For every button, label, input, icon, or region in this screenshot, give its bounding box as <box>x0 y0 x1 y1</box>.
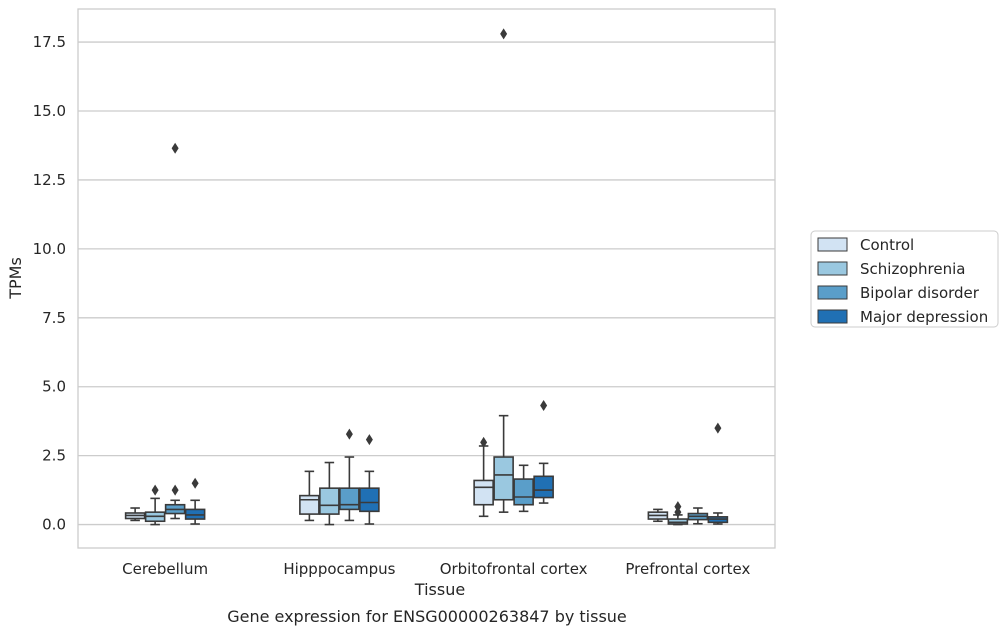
x-tick-label: Orbitofrontal cortex <box>440 560 588 578</box>
box-group <box>124 507 146 522</box>
legend-label: Bipolar disorder <box>860 284 980 302</box>
x-axis-label: Tissue <box>414 580 465 599</box>
box-group <box>473 436 494 518</box>
x-tick-label: Cerebellum <box>122 560 208 578</box>
box <box>359 487 380 513</box>
outlier-point <box>365 434 373 446</box>
box-group <box>319 461 340 526</box>
outlier-point <box>151 484 159 496</box>
legend-swatch <box>817 309 848 324</box>
box-group <box>144 484 166 526</box>
outlier-point <box>500 28 508 40</box>
y-tick-labels: 0.0 2.5 5.0 7.5 10.0 12.5 15.0 17.5 <box>33 33 66 533</box>
box <box>473 479 494 506</box>
box-group <box>707 422 729 525</box>
legend-swatch <box>817 285 848 300</box>
box <box>533 475 554 499</box>
y-tick-label: 5.0 <box>42 378 66 396</box>
boxes <box>124 28 729 526</box>
legend-item: Control <box>817 236 914 254</box>
box <box>493 456 514 501</box>
outlier-point <box>345 428 353 440</box>
x-tick-label: Prefrontal cortex <box>625 560 750 578</box>
box-group <box>339 428 360 522</box>
y-tick-label: 12.5 <box>33 171 66 189</box>
y-axis-label: TPMs <box>6 257 25 300</box>
outlier-point <box>714 422 722 434</box>
box-group <box>667 501 689 526</box>
box <box>319 487 340 515</box>
y-tick-label: 15.0 <box>33 102 66 120</box>
box <box>667 518 689 525</box>
x-tick-labels: Cerebellum Hipppocampus Orbitofrontal cort… <box>122 560 750 578</box>
legend-label: Control <box>860 236 914 254</box>
box <box>339 487 360 511</box>
legend-swatch <box>817 261 848 276</box>
y-tick-label: 10.0 <box>33 240 66 258</box>
y-tick-label: 0.0 <box>42 516 66 534</box>
outlier-point <box>674 506 682 518</box>
chart-caption: Gene expression for ENSG00000263847 by t… <box>227 607 627 626</box>
box-group <box>164 142 186 520</box>
box-group <box>687 507 709 525</box>
legend-frame <box>810 230 999 328</box>
box-group <box>184 477 206 525</box>
y-tick-label: 7.5 <box>42 309 66 327</box>
y-tick-label: 2.5 <box>42 447 66 465</box>
outlier-point <box>171 142 179 154</box>
legend-item: Bipolar disorder <box>817 284 980 302</box>
outlier-point <box>540 399 548 411</box>
box-group <box>513 464 534 513</box>
outlier-point <box>480 436 488 448</box>
legend-label: Major depression <box>860 308 988 326</box>
legend-item: Schizophrenia <box>817 260 965 278</box>
legend: Control Schizophrenia Bipolar disorder Majo… <box>810 230 999 328</box>
legend-label: Schizophrenia <box>860 260 965 278</box>
legend-swatch <box>817 237 848 252</box>
legend-item: Major depression <box>817 308 988 326</box>
x-tick-label: Hipppocampus <box>283 560 395 578</box>
box-group <box>299 470 320 522</box>
grid-lines <box>78 41 775 526</box>
box-group <box>533 399 554 504</box>
outlier-point <box>674 501 682 513</box>
y-tick-label: 17.5 <box>33 33 66 51</box>
outlier-point <box>191 477 199 489</box>
outlier-point <box>171 484 179 496</box>
box-group <box>493 28 514 513</box>
box-group <box>647 508 669 523</box>
plot-area <box>77 8 776 549</box>
box <box>513 478 534 506</box>
box-group <box>359 434 380 525</box>
box <box>299 494 320 515</box>
